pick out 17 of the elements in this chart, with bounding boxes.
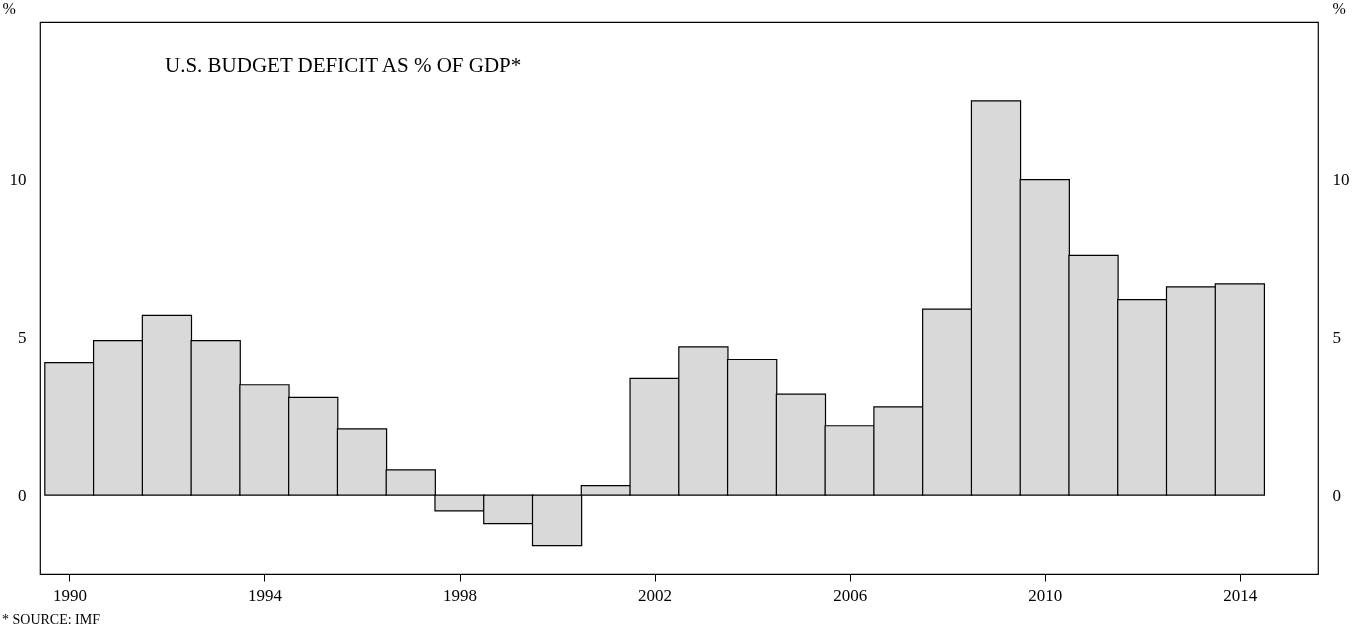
- y2-axis-title: %: [1332, 0, 1346, 17]
- y2-tick-label: 5: [1332, 327, 1341, 347]
- y-tick-label: 10: [9, 170, 27, 190]
- y2-tick-label: 0: [1332, 485, 1341, 505]
- y2-tick-label: 10: [1332, 170, 1350, 190]
- x-tick-label: 1994: [247, 585, 283, 605]
- x-tick-label: 1998: [443, 585, 478, 605]
- x-tick-label: 2010: [1028, 585, 1063, 605]
- text: U.S. BUDGET DEFICIT AS % OF GDP*: [165, 53, 522, 77]
- x-tick-label: 2006: [833, 585, 868, 605]
- y-tick-label: 5: [18, 327, 27, 347]
- y-tick-label: 0: [18, 485, 27, 505]
- x-tick-label: 2002: [638, 585, 673, 605]
- x-tick-label: 2014: [1223, 585, 1258, 605]
- x-tick-label: 1990: [52, 585, 87, 605]
- y-axis-title: %: [2, 0, 16, 17]
- text: * SOURCE: IMF: [2, 612, 101, 628]
